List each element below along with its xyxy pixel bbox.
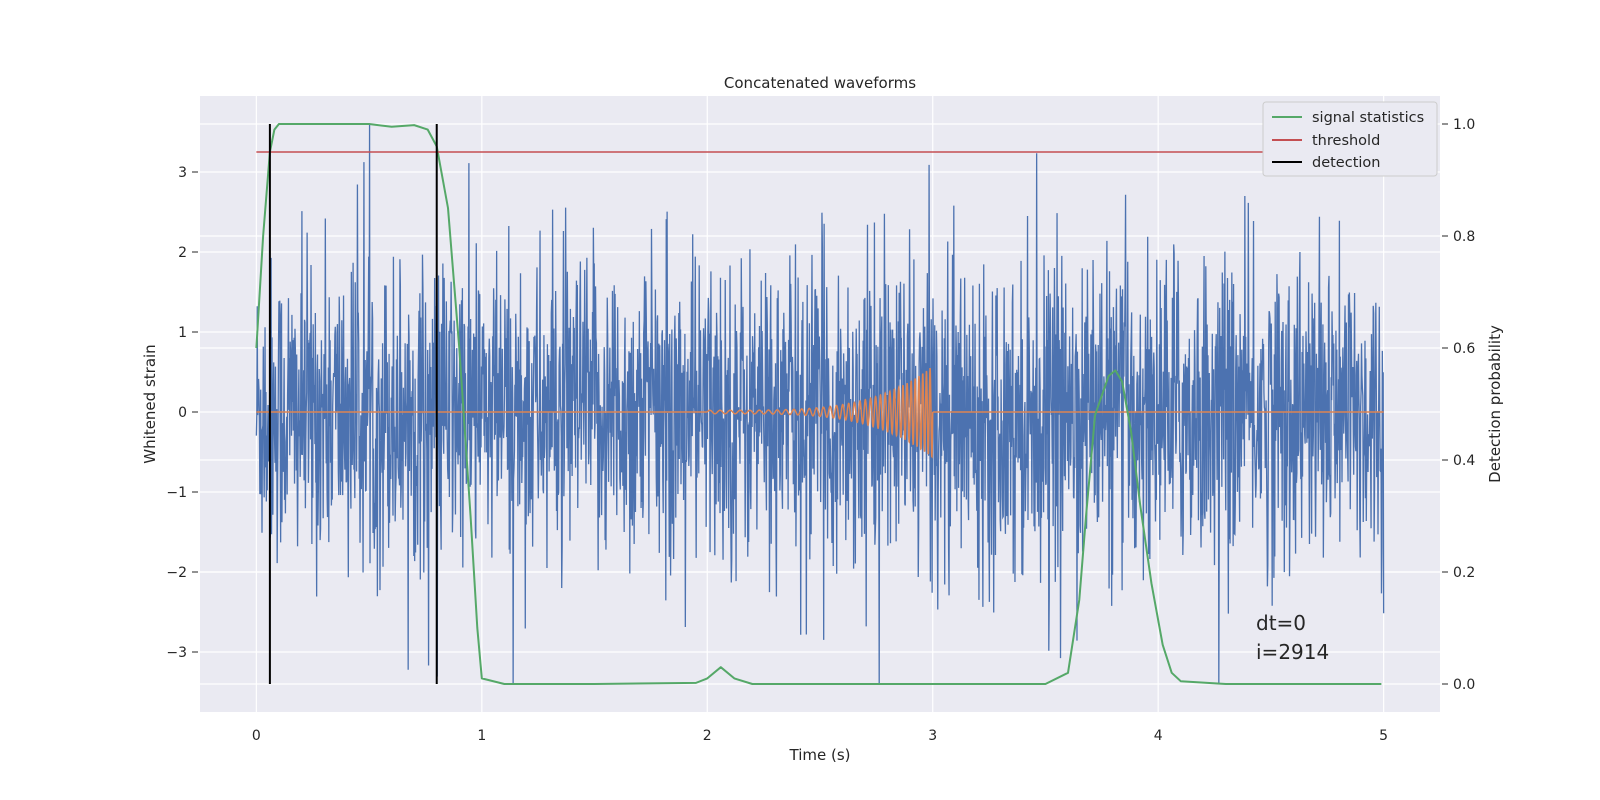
strain-line bbox=[255, 123, 1385, 685]
y2-tick-label: 0.4 bbox=[1453, 453, 1475, 469]
y-tick-label: −1 bbox=[166, 485, 187, 501]
x-tick-label: 5 bbox=[1379, 728, 1388, 744]
x-tick-label: 3 bbox=[928, 728, 937, 744]
y-tick-label: −3 bbox=[166, 645, 187, 661]
y2-tick-label: 0.2 bbox=[1453, 565, 1475, 581]
legend-label-threshold: threshold bbox=[1312, 133, 1380, 149]
y2-tick-label: 0.8 bbox=[1453, 229, 1475, 245]
x-tick-label: 2 bbox=[703, 728, 712, 744]
y-axis-label: Whitened strain bbox=[141, 344, 159, 463]
y2-tick-label: 1.0 bbox=[1453, 117, 1475, 133]
x-axis-label: Time (s) bbox=[789, 746, 851, 764]
strain-series bbox=[255, 123, 1385, 685]
annotation-dt: dt=0 bbox=[1256, 611, 1306, 635]
x-tick-label: 0 bbox=[252, 728, 261, 744]
template-line bbox=[256, 367, 1384, 459]
legend-label-detection: detection bbox=[1312, 155, 1380, 171]
axis-ticks: 0 1 2 3 4 5 −3 −2 −1 0 1 2 3 0.0 0.2 0.4 0.6 0.8 1.0 bbox=[166, 117, 1475, 744]
y-tick-label: 2 bbox=[178, 245, 187, 261]
legend: signal statistics threshold detection bbox=[1262, 101, 1438, 177]
annotation-i: i=2914 bbox=[1256, 640, 1329, 664]
signal-statistics-line bbox=[255, 123, 1382, 685]
y-tick-label: −2 bbox=[166, 565, 187, 581]
y-tick-label: 1 bbox=[178, 325, 187, 341]
y-tick-label: 0 bbox=[178, 405, 187, 421]
chart-title: Concatenated waveforms bbox=[724, 74, 916, 92]
signal-statistics-series bbox=[255, 123, 1382, 685]
y-tick-label: 3 bbox=[178, 165, 187, 181]
y2-tick-label: 0.0 bbox=[1453, 677, 1475, 693]
legend-label-signal-statistics: signal statistics bbox=[1312, 110, 1424, 126]
x-tick-label: 1 bbox=[477, 728, 486, 744]
x-tick-label: 4 bbox=[1154, 728, 1163, 744]
template-series bbox=[256, 367, 1384, 459]
y2-axis-label: Detection probability bbox=[1486, 325, 1504, 483]
legend-box bbox=[1262, 101, 1438, 177]
detection-series bbox=[268, 124, 438, 684]
y2-tick-label: 0.6 bbox=[1453, 341, 1475, 357]
